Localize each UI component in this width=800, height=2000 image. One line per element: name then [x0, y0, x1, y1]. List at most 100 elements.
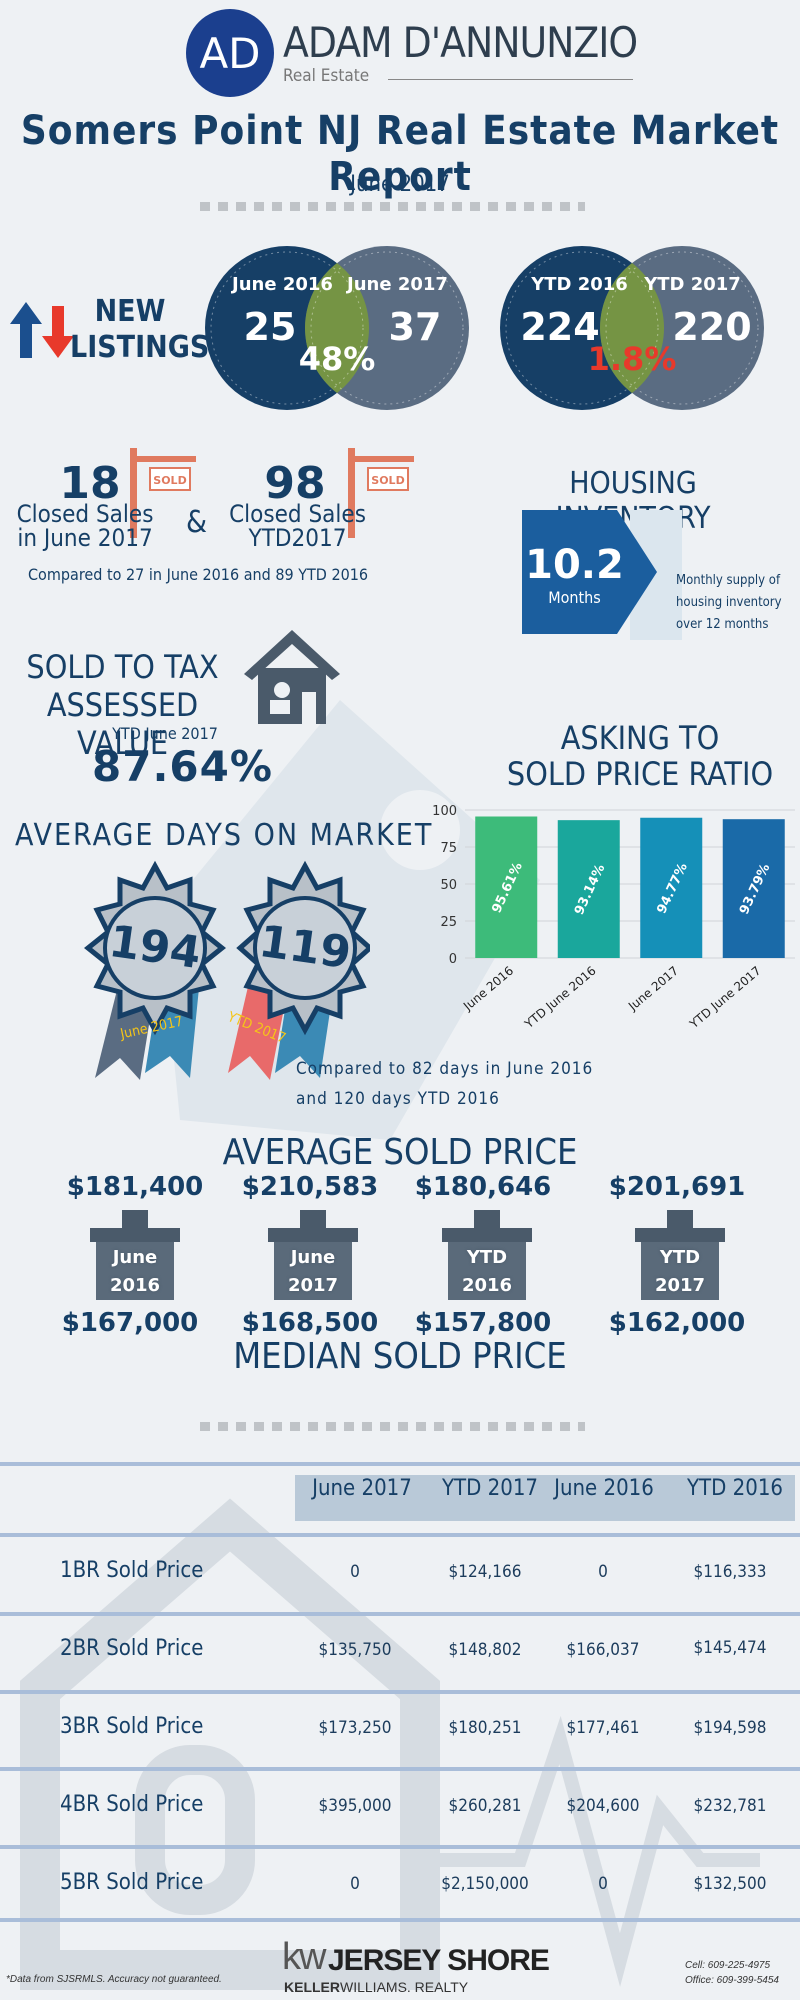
row-label-3: 4BR Sold Price [60, 1792, 204, 1817]
housing-inventory-value: 10.2 [525, 542, 624, 588]
avg-price-3: $201,691 [608, 1172, 746, 1202]
housing-inventory-unit: Months [548, 588, 601, 607]
new-listings-line2: LISTINGS [70, 330, 210, 365]
footer-brokerage: KELLERWILLIAMS. REALTY [284, 1979, 468, 1995]
avg-sold-price-title: AVERAGE SOLD PRICE [222, 1132, 578, 1173]
up-down-arrows-icon [10, 302, 74, 358]
closed-sales-monthly-line2: in June 2017 [17, 524, 153, 552]
ampersand: & [186, 505, 208, 540]
dom-comparison: Compared to 82 days in June 2016 and 120… [296, 1054, 593, 1114]
building-label-0-line2: 2016 [109, 1275, 161, 1296]
cell-0-0: 0 [350, 1562, 360, 1582]
table-rule-6 [0, 1918, 800, 1922]
cell-4-3: $132,500 [693, 1874, 767, 1894]
cell-3-0: $395,000 [318, 1796, 392, 1816]
building-label-3-line2: 2017 [654, 1275, 706, 1296]
chart-category-label: YTD June 2017 [686, 964, 763, 1032]
cell-3-2: $204,600 [566, 1796, 640, 1816]
housing-inventory-desc-line1: Monthly supply of [676, 573, 781, 588]
award-badges [83, 860, 370, 1080]
avg-price-1: $210,583 [241, 1172, 379, 1202]
building-label-3: YTD 2017 [635, 1244, 725, 1300]
closed-sales-ytd-line1: Closed Sales [229, 500, 366, 528]
table-rule-2 [0, 1612, 800, 1616]
footer-kw-logo: kw [282, 1936, 326, 1978]
chart-bar [640, 817, 703, 958]
table-header-2: June 2016 [554, 1476, 654, 1501]
sold-sign-text-ytd: SOLD [371, 474, 404, 487]
divider-dots-top [200, 202, 585, 211]
cell-2-1: $180,251 [448, 1718, 522, 1738]
footer-office: Office: 609-399-5454 [685, 1975, 779, 1986]
table-header-1: YTD 2017 [441, 1476, 539, 1501]
chart-ytick-label: 50 [440, 878, 457, 893]
closed-sales-comparison: Compared to 27 in June 2016 and 89 YTD 2… [28, 565, 369, 584]
closed-sales-monthly-label: Closed Sales in June 2017 [5, 502, 165, 550]
venn-ytd-left-label: YTD 2016 [531, 274, 628, 295]
sold-to-tax-value: 87.64% [92, 742, 273, 791]
building-label-1-line1: June [290, 1247, 336, 1268]
sold-to-tax-subtitle: YTD June 2017 [112, 724, 218, 743]
venn-monthly-left-label: June 2016 [232, 274, 333, 295]
table-rule-top [0, 1462, 800, 1466]
building-label-2: YTD 2016 [442, 1244, 532, 1300]
chart-bar [475, 816, 538, 958]
venn-ytd-left-value: 224 [520, 305, 600, 349]
venn-monthly-right-value: 37 [388, 305, 442, 349]
cell-2-3: $194,598 [693, 1718, 767, 1738]
table-rule-4 [0, 1767, 800, 1771]
footer-brokerage-a: KELLER [284, 1979, 340, 1995]
cell-0-1: $124,166 [448, 1562, 522, 1582]
building-label-1: June 2017 [268, 1244, 358, 1300]
sold-to-tax-title-line2: ASSESSED VALUE [46, 686, 199, 762]
row-label-0: 1BR Sold Price [60, 1558, 204, 1583]
cell-2-0: $173,250 [318, 1718, 392, 1738]
sold-sign-icon-ytd: SOLD [348, 448, 414, 538]
avg-price-2: $180,646 [414, 1172, 552, 1202]
closed-sales-monthly-line1: Closed Sales [16, 500, 154, 528]
avg-price-0: $181,400 [66, 1172, 204, 1202]
chart-category-label: YTD June 2016 [521, 964, 598, 1032]
brand-tagline: Real Estate [283, 66, 370, 86]
cell-3-1: $260,281 [448, 1796, 522, 1816]
median-price-3: $162,000 [608, 1308, 746, 1338]
report-period: June 2017 [350, 172, 450, 197]
row-label-4: 5BR Sold Price [60, 1870, 204, 1895]
building-label-2-line1: YTD [466, 1247, 508, 1268]
building-label-3-line1: YTD [659, 1247, 701, 1268]
divider-dots-bottom [200, 1422, 585, 1431]
footer-brokerage-b: WILLIAMS. REALTY [340, 1979, 469, 1995]
building-label-1-line2: 2017 [287, 1275, 339, 1296]
housing-inventory-desc: Monthly supply of housing inventory over… [676, 570, 782, 636]
chart-ytick-label: 25 [440, 915, 457, 930]
days-on-market-title: AVERAGE DAYS ON MARKET [15, 818, 434, 853]
chart-ytick-label: 75 [440, 841, 457, 856]
sold-sign-text: SOLD [153, 474, 186, 487]
chart-bar [722, 819, 785, 958]
cell-0-2: 0 [598, 1562, 608, 1582]
brand-underline [388, 79, 633, 80]
building-icon-0 [90, 1210, 180, 1300]
housing-inventory-desc-line3: over 12 months [676, 617, 769, 632]
venn-monthly-change: 48% [298, 340, 376, 378]
cell-1-3: $145,474 [693, 1638, 767, 1658]
venn-ytd-change: 1.8% [587, 340, 677, 378]
footer-cell: Cell: 609-225-4975 [685, 1960, 771, 1971]
closed-sales-ytd-line2: YTD2017 [248, 524, 347, 552]
sold-to-tax-title: SOLD TO TAX ASSESSED VALUE [0, 648, 245, 762]
cell-0-3: $116,333 [693, 1562, 767, 1582]
cell-1-0: $135,750 [318, 1640, 392, 1660]
cell-3-3: $232,781 [693, 1796, 767, 1816]
cell-1-1: $148,802 [448, 1640, 522, 1660]
table-header-0: June 2017 [312, 1476, 412, 1501]
asking-ratio-title: ASKING TO SOLD PRICE RATIO [490, 720, 790, 792]
inventory-arrow-box [522, 510, 682, 640]
table-rule-1 [0, 1533, 800, 1537]
chart-category-label: June 2017 [625, 964, 681, 1014]
venn-ytd-right-value: 220 [672, 305, 752, 349]
new-listings-line1: NEW [94, 294, 166, 329]
asking-ratio-title-line2: SOLD PRICE RATIO [506, 755, 774, 793]
venn-monthly [205, 246, 469, 410]
table-rule-5 [0, 1845, 800, 1849]
